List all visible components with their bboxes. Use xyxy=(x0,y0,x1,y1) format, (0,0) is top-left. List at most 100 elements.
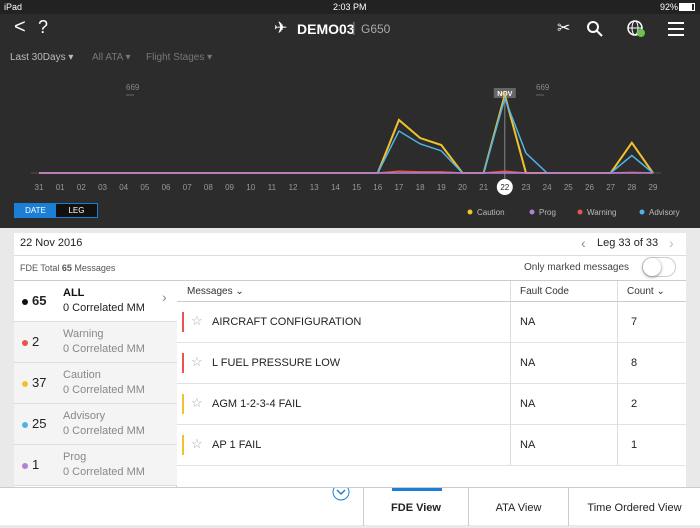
detail-date: 22 Nov 2016 xyxy=(20,237,83,249)
filter-label: All ATA xyxy=(92,52,123,63)
toggle-date[interactable]: DATE xyxy=(15,204,56,217)
fault-code: NA xyxy=(520,398,536,410)
group-dot xyxy=(22,299,28,305)
series-line xyxy=(39,91,654,174)
stage-filter[interactable]: Flight Stages ▾ xyxy=(146,52,213,63)
message-row[interactable]: ☆ AIRCRAFT CONFIGURATION NA 7 xyxy=(177,302,686,343)
message-text: AP 1 FAIL xyxy=(212,439,262,451)
status-bar: iPad 2:03 PM 92% xyxy=(0,0,700,14)
tab-label: ATA View xyxy=(495,502,542,514)
message-count: 2 xyxy=(631,398,638,410)
mark-star[interactable]: ☆ xyxy=(191,354,203,369)
message-count: 7 xyxy=(631,316,638,328)
marked-toggle[interactable] xyxy=(642,257,676,277)
legend-swatch xyxy=(529,209,535,215)
ata-filter[interactable]: All ATA ▾ xyxy=(92,52,131,63)
tab-fde[interactable]: FDE View xyxy=(363,488,468,526)
chart: 669 669 31 01 02 03 04 05 06 07 08 09 10 11 12 13 14 15 16… xyxy=(31,83,680,217)
x-tick-label: 18 xyxy=(416,183,425,192)
mark-star[interactable]: ☆ xyxy=(191,436,203,451)
y-tick-label: 669 xyxy=(126,83,140,92)
tail-number: DEMO03 xyxy=(297,21,355,37)
col-divider xyxy=(510,302,511,342)
x-tick-label: 11 xyxy=(268,183,277,192)
group-dot xyxy=(22,340,28,346)
nav-bar: < ? ✈ DEMO03 | G650 ✂ xyxy=(0,14,700,46)
col-divider xyxy=(617,425,618,465)
severity-bar xyxy=(182,435,184,455)
message-row[interactable]: ☆ AP 1 FAIL NA 1 xyxy=(177,425,686,466)
search-button[interactable] xyxy=(586,20,604,38)
group-item[interactable]: 25 Advisory 0 Correlated MM xyxy=(14,404,177,445)
tab-ata[interactable]: ATA View xyxy=(468,488,568,526)
selected-marker xyxy=(496,179,513,195)
x-tick-label: 31 xyxy=(35,183,44,192)
collapse-button[interactable] xyxy=(331,488,351,502)
marked-filter-label: Only marked messages xyxy=(524,262,630,273)
group-count: 25 xyxy=(32,416,47,431)
group-dot xyxy=(22,381,28,387)
col-messages[interactable]: Messages ⌄ xyxy=(187,286,244,297)
battery: 92% xyxy=(660,2,679,12)
group-item[interactable]: 2 Warning 0 Correlated MM xyxy=(14,322,177,363)
y-tick-label: 669 xyxy=(536,83,550,92)
message-text: AIRCRAFT CONFIGURATION xyxy=(212,316,362,328)
x-tick-label: 02 xyxy=(77,183,86,192)
device: iPad xyxy=(4,2,23,12)
group-name: Warning xyxy=(63,328,104,340)
group-item[interactable]: 37 Caution 0 Correlated MM xyxy=(14,363,177,404)
x-tick-label: 09 xyxy=(225,183,234,192)
message-count: 8 xyxy=(631,357,638,369)
globe-button[interactable] xyxy=(627,20,647,40)
x-tick-label: 20 xyxy=(458,183,467,192)
message-text: AGM 1-2-3-4 FAIL xyxy=(212,398,302,410)
header-text: Count xyxy=(627,286,654,297)
group-sub: 0 Correlated MM xyxy=(63,425,145,437)
group-list: 65 ALL 0 Correlated MM › 2 Warning 0 Correlate… xyxy=(14,281,177,487)
date-leg-toggle[interactable]: DATE LEG xyxy=(14,203,98,218)
legend-label: Prog xyxy=(539,208,556,217)
mark-star[interactable]: ☆ xyxy=(191,313,203,328)
group-name: Advisory xyxy=(63,410,106,422)
x-tick-label: 17 xyxy=(394,183,403,192)
col-divider xyxy=(617,343,618,383)
fault-code: NA xyxy=(520,316,536,328)
group-sub: 0 Correlated MM xyxy=(63,302,145,314)
next-leg[interactable]: › xyxy=(669,235,674,251)
x-tick-label: 27 xyxy=(606,183,615,192)
back-button[interactable]: < xyxy=(14,16,26,38)
header-area xyxy=(0,0,700,228)
tab-label: FDE View xyxy=(391,502,441,514)
x-tick-label: 10 xyxy=(246,183,255,192)
col-fault-code: Fault Code xyxy=(520,286,569,297)
group-item[interactable]: 65 ALL 0 Correlated MM › xyxy=(14,281,177,322)
group-item[interactable]: 1 Prog 0 Correlated MM xyxy=(14,445,177,486)
x-tick-label: 26 xyxy=(585,183,594,192)
col-count[interactable]: Count ⌄ xyxy=(627,286,665,297)
group-count: 2 xyxy=(32,334,40,349)
message-row[interactable]: ☆ AGM 1-2-3-4 FAIL NA 2 xyxy=(177,384,686,425)
x-tick-label: 24 xyxy=(543,183,552,192)
x-tick-label: 06 xyxy=(162,183,171,192)
tab-time[interactable]: Time Ordered View xyxy=(568,488,700,526)
time: 2:03 PM xyxy=(333,2,367,12)
tools-button[interactable]: ✂ xyxy=(557,20,571,37)
menu-button[interactable] xyxy=(668,22,684,36)
group-chevron: › xyxy=(162,289,167,305)
mark-star[interactable]: ☆ xyxy=(191,395,203,410)
toggle-leg[interactable]: LEG xyxy=(56,204,97,217)
legend-swatch xyxy=(577,209,583,215)
help-button[interactable]: ? xyxy=(38,17,49,37)
date-filter[interactable]: Last 30Days ▾ xyxy=(10,52,74,63)
filter-label: Last 30Days xyxy=(10,52,66,63)
severity-bar xyxy=(182,394,184,414)
message-row[interactable]: ☆ L FUEL PRESSURE LOW NA 8 xyxy=(177,343,686,384)
prev-leg[interactable]: ‹ xyxy=(581,235,586,251)
tab-label: Time Ordered View xyxy=(587,502,682,514)
legend-label: Caution xyxy=(477,208,505,217)
group-count: 1 xyxy=(32,457,40,472)
fde-total: FDE Total 65 Messages xyxy=(20,263,115,273)
group-sub: 0 Correlated MM xyxy=(63,466,145,478)
group-name: Prog xyxy=(63,451,87,463)
